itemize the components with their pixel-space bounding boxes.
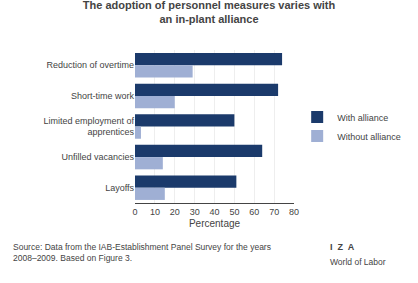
svg-text:World of Labor: World of Labor: [330, 257, 386, 267]
svg-text:50: 50: [229, 207, 239, 217]
svg-text:30: 30: [190, 207, 200, 217]
svg-text:Source: Data from the IAB-Esta: Source: Data from the IAB-Establishment …: [13, 242, 271, 263]
svg-text:20: 20: [170, 207, 180, 217]
svg-text:Without alliance: Without alliance: [337, 132, 401, 142]
svg-text:The adoption of personnel meas: The adoption of personnel measures varie…: [83, 0, 336, 25]
svg-text:80: 80: [289, 207, 299, 217]
svg-text:0: 0: [132, 207, 137, 217]
svg-text:I Z A: I Z A: [330, 242, 355, 252]
svg-text:60: 60: [249, 207, 259, 217]
svg-text:With alliance: With alliance: [337, 113, 388, 123]
svg-text:40: 40: [209, 207, 219, 217]
svg-text:Unfilled vacancies: Unfilled vacancies: [61, 152, 134, 162]
svg-text:Limited employment ofapprentic: Limited employment ofapprentices: [43, 116, 134, 138]
svg-text:70: 70: [269, 207, 279, 217]
svg-text:Percentage: Percentage: [189, 218, 241, 229]
svg-text:10: 10: [150, 207, 160, 217]
svg-text:Short-time work: Short-time work: [71, 91, 135, 101]
svg-text:Reduction of overtime: Reduction of overtime: [46, 60, 134, 70]
svg-text:Layoffs: Layoffs: [105, 183, 134, 193]
